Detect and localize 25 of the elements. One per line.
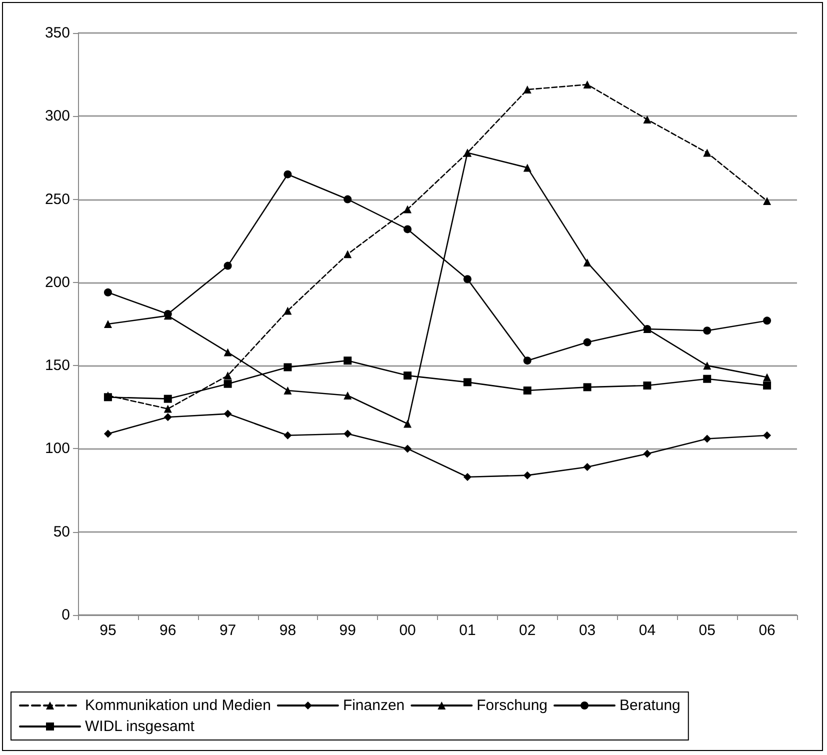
x-tick-label: 01 — [459, 622, 476, 639]
x-tick-label: 95 — [100, 622, 116, 639]
x-tick-label: 99 — [339, 622, 356, 639]
y-tick-label: 0 — [62, 606, 70, 624]
y-tick-label: 250 — [44, 190, 70, 208]
x-tick-label: 00 — [399, 622, 416, 639]
legend-label: Finanzen — [342, 697, 405, 714]
x-tick-label: 03 — [578, 622, 596, 639]
x-tick-label: 98 — [279, 622, 296, 639]
x-tick-label: 97 — [219, 622, 236, 639]
legend-label: Kommunikation und Medien — [85, 697, 271, 714]
y-tick-label: 200 — [44, 274, 70, 291]
legend-label: Beratung — [620, 697, 680, 714]
legend-label: Forschung — [476, 697, 548, 714]
x-tick-label: 04 — [638, 622, 656, 639]
x-tick-label: 02 — [519, 622, 536, 639]
y-tick-label: 150 — [44, 357, 70, 374]
x-tick-label: 06 — [758, 622, 776, 639]
y-tick-label: 100 — [44, 440, 70, 458]
y-tick-label: 350 — [44, 24, 70, 42]
y-tick-label: 50 — [53, 523, 70, 540]
x-tick-label: 96 — [160, 622, 176, 639]
y-tick-label: 300 — [44, 108, 70, 125]
x-tick-label: 05 — [698, 622, 716, 639]
legend-label: WIDL insgesamt — [85, 718, 196, 735]
